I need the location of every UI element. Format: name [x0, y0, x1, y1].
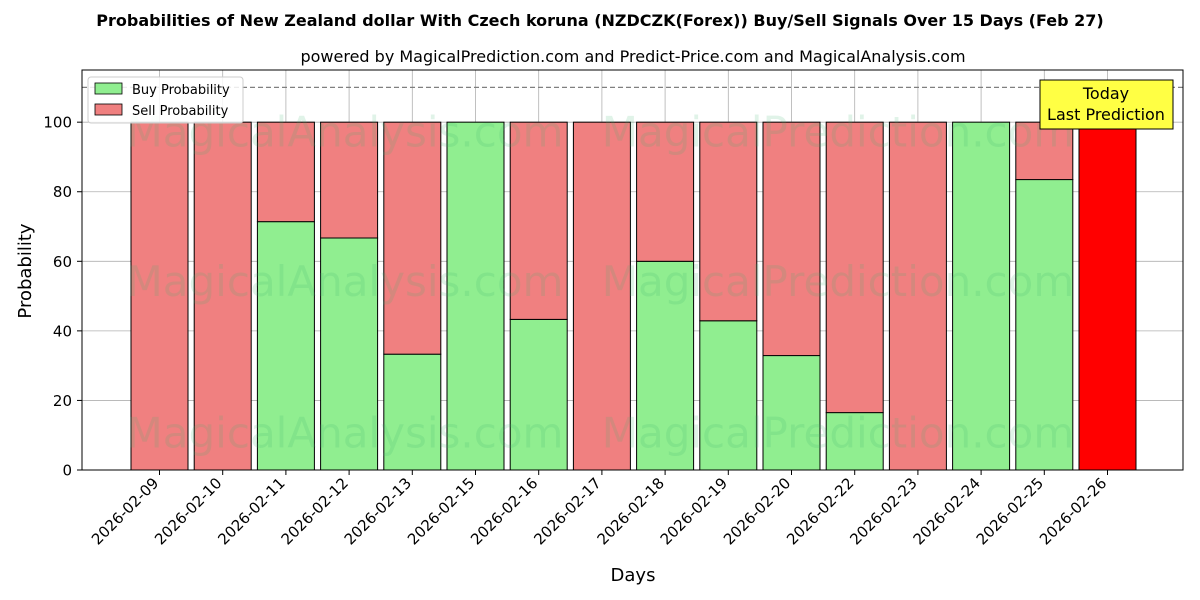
bar-buy-2026-02-25: [1015, 179, 1074, 471]
y-tick-label: 40: [53, 322, 72, 340]
x-tick-label: 2026-02-23: [846, 474, 920, 548]
bar-buy-2026-02-13: [383, 353, 442, 471]
annotation-box: [1039, 79, 1174, 130]
watermark-text: MagicalPrediction.com: [602, 408, 1075, 457]
legend-box: [87, 76, 244, 124]
watermark-text: MagicalAnalysis.com: [127, 408, 564, 457]
legend-swatch-buy: [94, 82, 123, 95]
bar-sell-2026-02-17: [572, 121, 631, 471]
x-tick-label: 2026-02-19: [657, 474, 731, 548]
legend: Buy Probability Sell Probability: [87, 76, 244, 124]
chart-title: Probabilities of New Zealand dollar With…: [96, 11, 1103, 30]
bar-sell-2026-02-25: [1015, 121, 1074, 181]
bar-sell-2026-02-18: [636, 121, 695, 262]
legend-swatch-sell: [94, 103, 123, 116]
y-tick-label: 0: [62, 462, 72, 480]
watermark-text: MagicalPrediction.com: [602, 257, 1075, 306]
bar-buy-2026-02-20: [762, 355, 821, 471]
x-tick-label: 2026-02-11: [214, 474, 288, 548]
bar-buy-2026-02-15: [446, 121, 505, 471]
x-tick-label: 2026-02-24: [910, 474, 984, 548]
today-annotation: Today Last Prediction: [1039, 79, 1174, 130]
x-tick-label: 2026-02-12: [278, 474, 352, 548]
x-tick-label: 2026-02-25: [973, 474, 1047, 548]
bar-sell-2026-02-13: [383, 121, 442, 355]
x-tick-label: 2026-02-17: [530, 474, 604, 548]
y-axis-ticks: 0 20 40 60 80 100: [43, 114, 82, 480]
x-tick-label: 2026-02-18: [594, 474, 668, 548]
bar-sell-2026-02-26: [1078, 121, 1137, 471]
x-axis-ticks: 2026-02-092026-02-102026-02-112026-02-12…: [88, 470, 1110, 548]
x-tick-label: 2026-02-10: [151, 474, 225, 548]
bar-buy-2026-02-12: [320, 237, 379, 471]
y-tick-label: 80: [53, 183, 72, 201]
watermark-text: MagicalAnalysis.com: [127, 257, 564, 306]
x-tick-label: 2026-02-13: [341, 474, 415, 548]
bars: [130, 121, 1137, 471]
bar-sell-2026-02-19: [699, 121, 758, 322]
legend-label-sell: Sell Probability: [132, 104, 229, 119]
y-tick-label: 20: [53, 392, 72, 410]
legend-label-buy: Buy Probability: [132, 83, 230, 98]
watermark-text: MagicalPrediction.com: [602, 108, 1075, 157]
x-tick-label: 2026-02-20: [720, 474, 794, 548]
x-tick-label: 2026-02-16: [467, 474, 541, 548]
bar-buy-2026-02-11: [256, 221, 315, 471]
x-tick-label: 2026-02-15: [404, 474, 478, 548]
bar-sell-2026-02-16: [509, 121, 568, 320]
bar-buy-2026-02-18: [636, 260, 695, 471]
bar-sell-2026-02-12: [320, 121, 379, 239]
bar-sell-2026-02-23: [888, 121, 947, 471]
bar-buy-2026-02-24: [952, 121, 1011, 471]
watermarks: MagicalAnalysis.com MagicalPrediction.com…: [127, 108, 1075, 458]
x-tick-label: 2026-02-22: [783, 474, 857, 548]
annotation-line-2: Last Prediction: [1047, 105, 1165, 124]
y-tick-label: 100: [43, 114, 72, 132]
y-tick-label: 60: [53, 253, 72, 271]
x-axis-label: Days: [611, 565, 656, 586]
annotation-line-1: Today: [1082, 84, 1129, 103]
bar-buy-2026-02-22: [825, 412, 884, 471]
bar-sell-2026-02-22: [825, 121, 884, 414]
bar-sell-2026-02-20: [762, 121, 821, 357]
bar-buy-2026-02-16: [509, 318, 568, 471]
x-tick-label: 2026-02-09: [88, 474, 162, 548]
x-tick-label: 2026-02-26: [1036, 474, 1110, 548]
bar-sell-2026-02-11: [256, 121, 315, 223]
plot-frame: [81, 69, 1184, 471]
chart-subtitle: powered by MagicalPrediction.com and Pre…: [300, 47, 965, 66]
bar-buy-2026-02-19: [699, 320, 758, 471]
y-axis-label: Probability: [15, 223, 36, 318]
